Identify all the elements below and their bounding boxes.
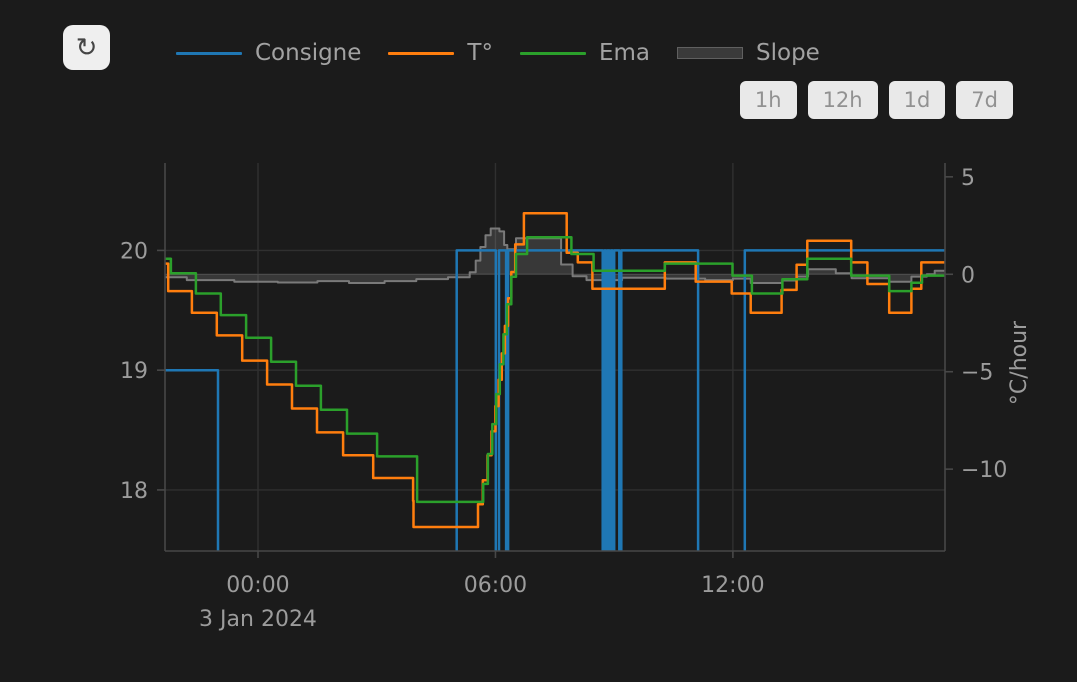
legend-swatch-temperature-line	[388, 51, 455, 55]
series-slope-area	[165, 228, 945, 283]
range-button-1h[interactable]: 1h	[739, 81, 797, 119]
legend-swatch-slope-fill	[677, 47, 744, 59]
y-left-tick-label: 18	[120, 479, 148, 504]
legend-item-ema[interactable]: Ema	[519, 40, 651, 66]
chart-legend: Consigne T° Ema Slope	[176, 39, 820, 67]
x-tick-label: 00:00	[226, 573, 289, 598]
legend-label-slope: Slope	[756, 40, 820, 66]
gridlines	[165, 163, 945, 551]
y-right-tick-label: 0	[961, 263, 975, 288]
range-button-1d[interactable]: 1d	[888, 81, 946, 119]
legend-item-temperature[interactable]: T°	[388, 40, 493, 66]
y-right-tick-label: −10	[961, 458, 1007, 483]
series-consigne-line	[165, 249, 945, 551]
axis-lines	[157, 163, 953, 558]
range-buttons: 1h 12h 1d 7d	[739, 81, 1013, 119]
legend-swatch-consigne-line	[176, 51, 242, 55]
legend-label-consigne: Consigne	[255, 40, 362, 66]
range-button-12h[interactable]: 12h	[807, 81, 878, 119]
range-button-7d[interactable]: 7d	[956, 81, 1013, 119]
y-left-tick-label: 20	[120, 239, 148, 264]
series-ema-line	[165, 235, 945, 504]
y-right-tick-label: −5	[961, 361, 993, 386]
legend-item-slope[interactable]: Slope	[677, 40, 820, 66]
traces	[165, 212, 945, 551]
y-left-tick-label: 19	[120, 359, 148, 384]
legend-item-consigne[interactable]: Consigne	[176, 40, 361, 66]
legend-swatch-ema-line	[519, 51, 586, 55]
refresh-icon: ↻	[75, 32, 98, 63]
legend-label-temperature: T°	[467, 40, 493, 66]
x-axis-date-label: 3 Jan 2024	[199, 607, 317, 632]
refresh-button[interactable]: ↻	[63, 25, 110, 70]
axis-labels: 00:00 06:00 12:00 3 Jan 2024 20 19 18 5 0 −5 −10 °C…	[120, 166, 1032, 632]
x-tick-label: 12:00	[701, 573, 764, 598]
y-right-tick-label: 5	[961, 166, 975, 191]
y-right-axis-title: °C/hour	[1007, 320, 1032, 405]
legend-label-ema: Ema	[598, 40, 651, 66]
x-tick-label: 06:00	[464, 573, 527, 598]
